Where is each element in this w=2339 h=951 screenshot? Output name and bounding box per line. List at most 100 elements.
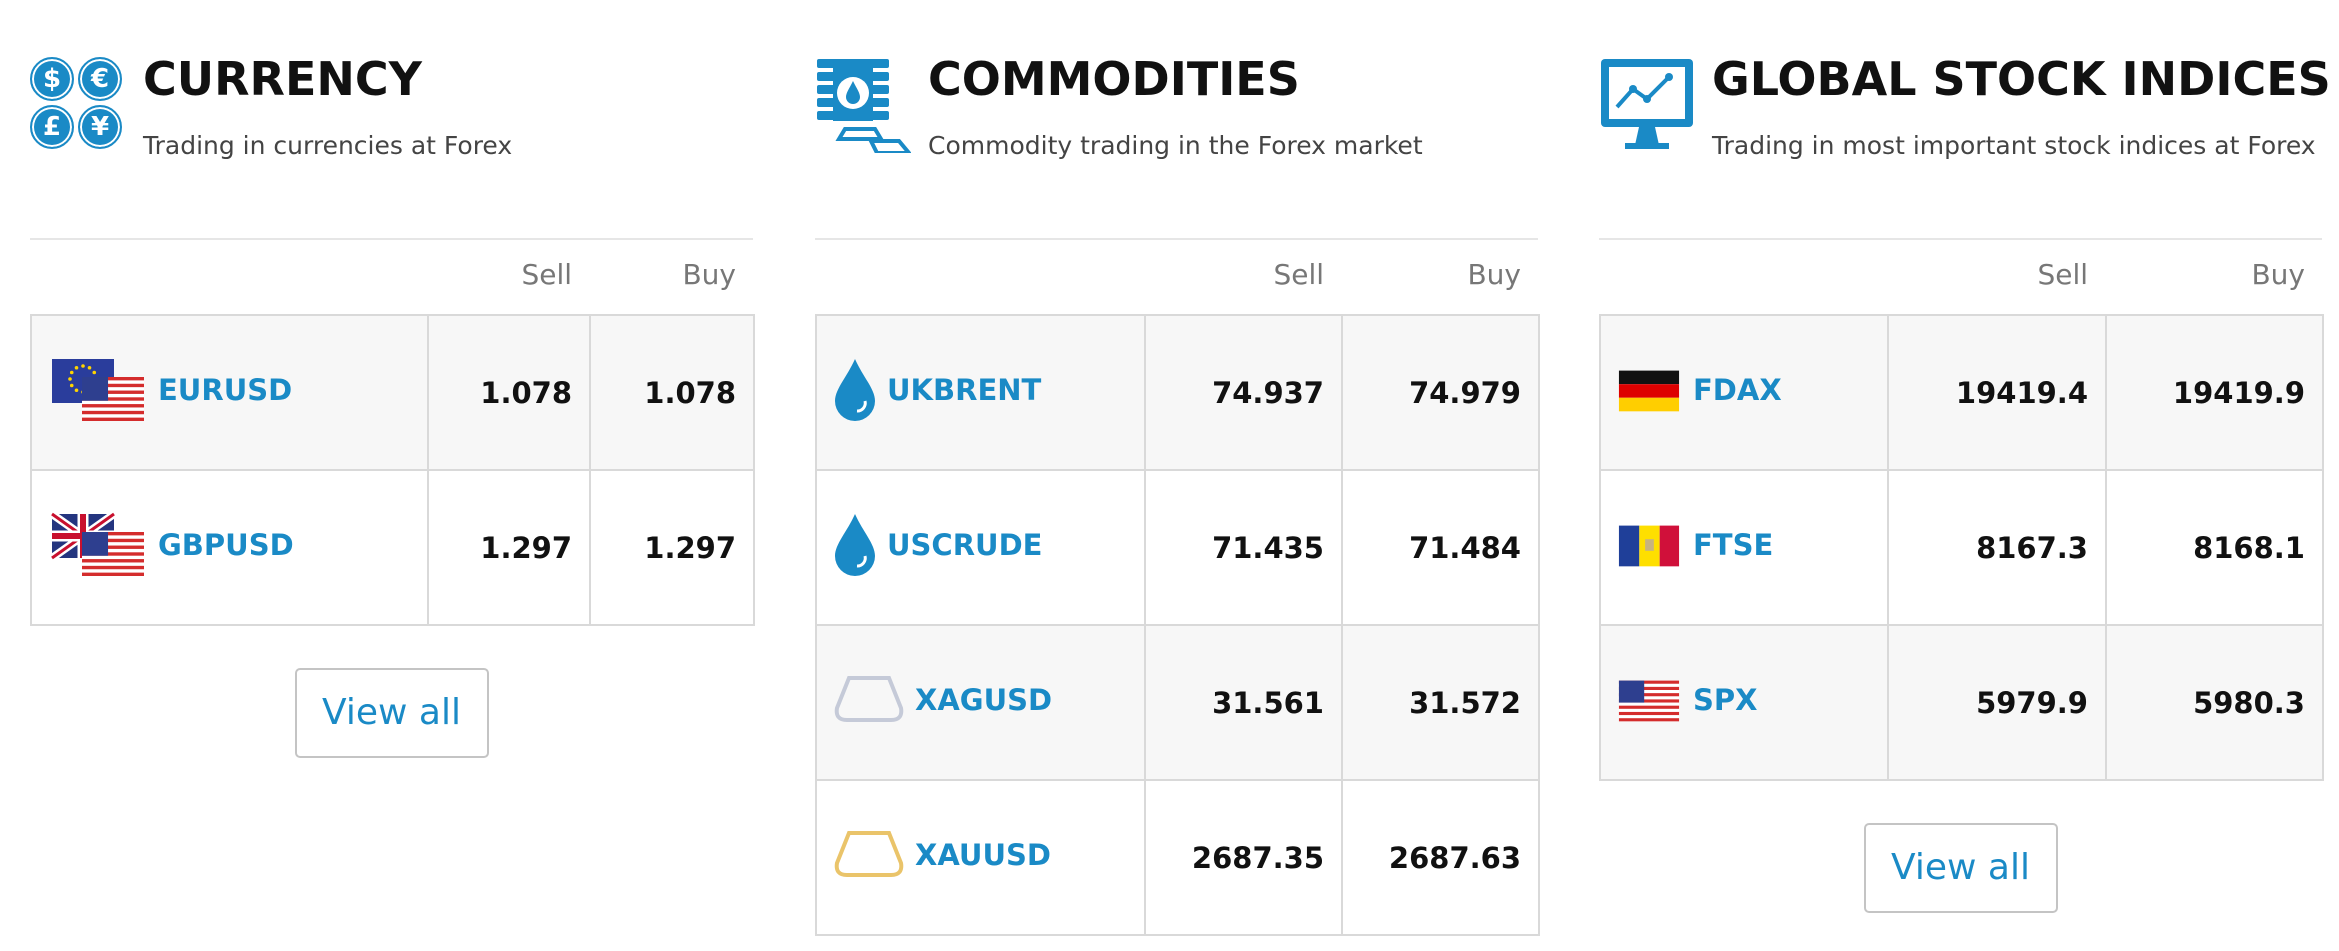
quotes-table: UKBRENT 74.937 74.979 USCRUDE 71.435 71.484 XA…: [815, 314, 1540, 936]
section-icon: [815, 57, 914, 157]
table-wrap: EURUSD 1.078 1.078 GBPUSD 1.297 1.297 View all: [30, 314, 755, 758]
quote-row: XAGUSD 31.561 31.572: [815, 624, 1540, 781]
buy-price: 1.297: [589, 469, 755, 626]
buy-price: 2687.63: [1341, 779, 1540, 936]
symbol-icon: [1617, 366, 1681, 414]
divider: [1599, 238, 2322, 240]
column-header: Buy: [682, 258, 736, 291]
table-wrap: FDAX 19419.4 19419.9 FTSE 8167.3 8168.1 SPX 597…: [1599, 314, 2324, 913]
symbol-cell: XAGUSD: [815, 624, 1146, 781]
quote-row: EURUSD 1.078 1.078: [30, 314, 755, 471]
section-icon: [1599, 57, 1695, 157]
symbol: XAGUSD: [833, 674, 1144, 726]
buy-price: 74.979: [1341, 314, 1540, 471]
currency-glyph: £: [30, 105, 74, 149]
symbol-link[interactable]: UKBRENT: [887, 372, 1042, 407]
column-header: Sell: [2037, 258, 2088, 291]
buy-price: 1.078: [589, 314, 755, 471]
symbol-link[interactable]: SPX: [1693, 682, 1758, 717]
symbol: XAUUSD: [833, 829, 1144, 881]
section-subtitle: Trading in most important stock indices …: [1712, 131, 2316, 160]
view-all-button[interactable]: View all: [294, 668, 489, 758]
symbol: EURUSD: [50, 357, 427, 423]
symbol: GBPUSD: [50, 511, 427, 578]
section-title: CURRENCY: [143, 52, 422, 106]
symbol-cell: XAUUSD: [815, 779, 1146, 936]
section-subtitle: Commodity trading in the Forex market: [928, 131, 1423, 160]
sell-price: 2687.35: [1144, 779, 1343, 936]
symbol-link[interactable]: FTSE: [1693, 527, 1774, 562]
symbol-icon: [833, 829, 905, 881]
symbol-link[interactable]: FDAX: [1693, 372, 1782, 407]
symbol-cell: SPX: [1599, 624, 1889, 781]
buy-price: 8168.1: [2105, 469, 2324, 626]
quote-row: XAUUSD 2687.35 2687.63: [815, 779, 1540, 936]
symbol: SPX: [1617, 676, 1887, 724]
sell-price: 74.937: [1144, 314, 1343, 471]
rows: EURUSD 1.078 1.078 GBPUSD 1.297 1.297: [30, 314, 755, 626]
symbol-link[interactable]: USCRUDE: [887, 527, 1043, 562]
symbol-link[interactable]: XAGUSD: [915, 682, 1053, 717]
quote-row: USCRUDE 71.435 71.484: [815, 469, 1540, 626]
symbol-cell: GBPUSD: [30, 469, 429, 626]
buy-price: 31.572: [1341, 624, 1540, 781]
symbol-cell: FDAX: [1599, 314, 1889, 471]
currency-glyph: $: [30, 57, 74, 101]
sell-price: 1.297: [427, 469, 591, 626]
section-title: GLOBAL STOCK INDICES: [1712, 52, 2331, 106]
symbol-cell: FTSE: [1599, 469, 1889, 626]
symbol-link[interactable]: EURUSD: [158, 372, 293, 407]
section-title: COMMODITIES: [928, 52, 1300, 106]
quote-row: UKBRENT 74.937 74.979: [815, 314, 1540, 471]
symbol-icon: [50, 511, 146, 578]
quote-row: GBPUSD 1.297 1.297: [30, 469, 755, 626]
section-subtitle: Trading in currencies at Forex: [143, 131, 513, 160]
column-header: Sell: [521, 258, 572, 291]
quote-row: FTSE 8167.3 8168.1: [1599, 469, 2324, 626]
currency-glyph: €: [78, 57, 122, 101]
section-icon: $ € £ ¥: [30, 57, 122, 149]
symbol: UKBRENT: [833, 357, 1144, 423]
buy-price: 5980.3: [2105, 624, 2324, 781]
symbol-link[interactable]: GBPUSD: [158, 527, 294, 562]
symbol-cell: EURUSD: [30, 314, 429, 471]
symbol-cell: UKBRENT: [815, 314, 1146, 471]
sell-price: 71.435: [1144, 469, 1343, 626]
symbol-cell: USCRUDE: [815, 469, 1146, 626]
symbol-icon: [1617, 521, 1681, 569]
table-wrap: UKBRENT 74.937 74.979 USCRUDE 71.435 71.484 XA…: [815, 314, 1540, 936]
rows: FDAX 19419.4 19419.9 FTSE 8167.3 8168.1 SPX 597…: [1599, 314, 2324, 781]
symbol: FDAX: [1617, 366, 1887, 414]
symbol-icon: [833, 357, 877, 423]
column-header: Buy: [2251, 258, 2305, 291]
symbol-icon: [833, 512, 877, 578]
market-section: COMMODITIES Commodity trading in the Fore…: [815, 0, 1540, 951]
sell-price: 8167.3: [1887, 469, 2107, 626]
quote-row: FDAX 19419.4 19419.9: [1599, 314, 2324, 471]
rows: UKBRENT 74.937 74.979 USCRUDE 71.435 71.484 XA…: [815, 314, 1540, 936]
sell-price: 19419.4: [1887, 314, 2107, 471]
market-section: $ € £ ¥ CURRENCY Trading in currencies at For…: [30, 0, 755, 951]
quote-row: SPX 5979.9 5980.3: [1599, 624, 2324, 781]
column-header: Sell: [1273, 258, 1324, 291]
quotes-table: FDAX 19419.4 19419.9 FTSE 8167.3 8168.1 SPX 597…: [1599, 314, 2324, 781]
symbol-icon: [833, 674, 905, 726]
buy-price: 19419.9: [2105, 314, 2324, 471]
market-section: GLOBAL STOCK INDICES Trading in most impo…: [1599, 0, 2331, 951]
quotes-table: EURUSD 1.078 1.078 GBPUSD 1.297 1.297: [30, 314, 755, 626]
buy-price: 71.484: [1341, 469, 1540, 626]
symbol-icon: [50, 357, 146, 423]
symbol: USCRUDE: [833, 512, 1144, 578]
sell-price: 1.078: [427, 314, 591, 471]
symbol: FTSE: [1617, 521, 1887, 569]
sell-price: 31.561: [1144, 624, 1343, 781]
view-all-button[interactable]: View all: [1863, 823, 2058, 913]
divider: [815, 238, 1538, 240]
divider: [30, 238, 753, 240]
symbol-icon: [1617, 676, 1681, 724]
column-header: Buy: [1467, 258, 1521, 291]
sell-price: 5979.9: [1887, 624, 2107, 781]
symbol-link[interactable]: XAUUSD: [915, 837, 1051, 872]
currency-glyph: ¥: [78, 105, 122, 149]
